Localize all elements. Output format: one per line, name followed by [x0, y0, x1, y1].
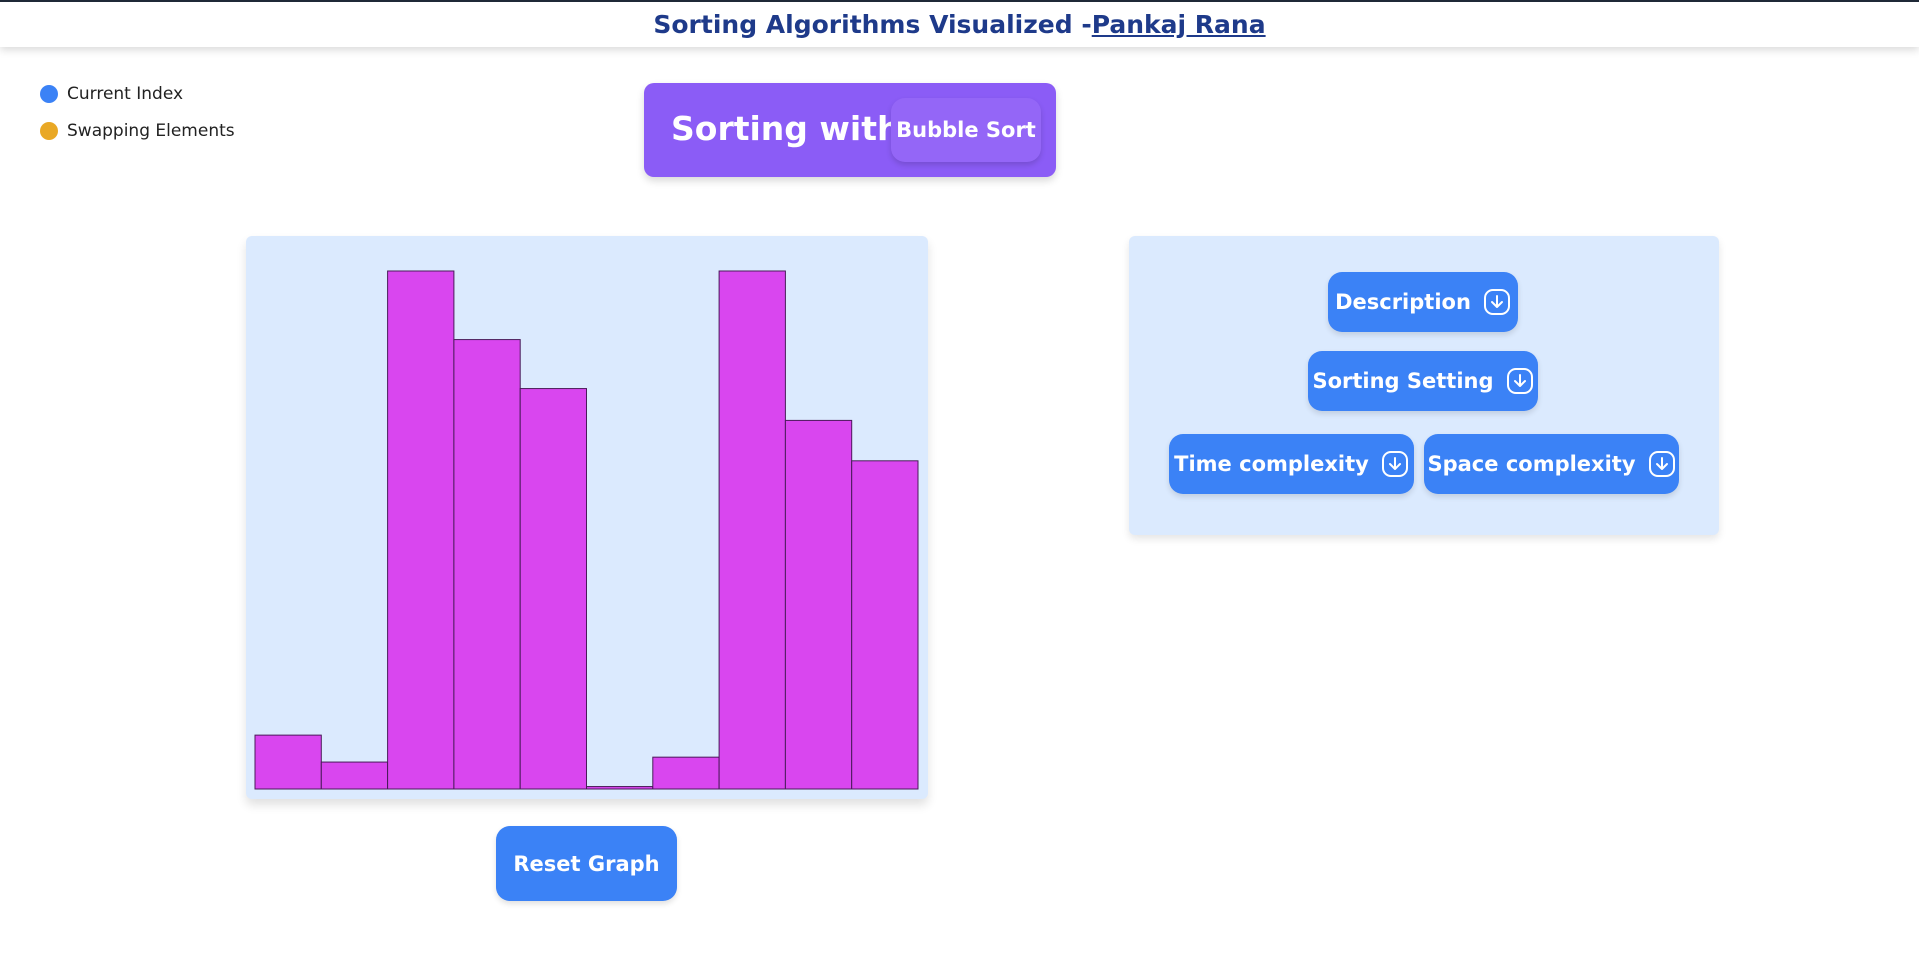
- arrow-icon: [1483, 289, 1510, 315]
- banner: Sorting with Bubble Sort: [644, 83, 1056, 177]
- panel-button[interactable]: Space complexity: [1424, 434, 1679, 494]
- author-link[interactable]: Pankaj Rana: [1091, 10, 1266, 39]
- panel-button-label: Space complexity: [1427, 452, 1636, 476]
- bars: [254, 270, 919, 790]
- info-panel: Description Sorting Setting Time complexit…: [1129, 236, 1719, 535]
- panel-button-label: Description: [1335, 290, 1471, 314]
- legend-label: Current Index: [67, 84, 184, 104]
- arrow-icon: [1381, 451, 1408, 477]
- bar: [387, 270, 455, 790]
- panel-button-label: Sorting Setting: [1312, 369, 1494, 393]
- header: Sorting Algorithms Visualized - Pankaj Ra…: [0, 0, 1919, 47]
- legend-item: Swapping Elements: [40, 121, 235, 141]
- banner-label: Sorting with: [671, 109, 901, 148]
- legend-dot: [40, 85, 58, 103]
- panel-button[interactable]: Sorting Setting: [1308, 351, 1538, 411]
- bar: [652, 756, 720, 790]
- bar-container: [246, 236, 928, 799]
- arrow-icon: [1506, 368, 1533, 394]
- reset-label: Reset Graph: [513, 851, 660, 876]
- bar: [254, 734, 322, 790]
- reset-button[interactable]: Reset Graph: [496, 826, 677, 901]
- panel-button-label: Time complexity: [1174, 452, 1369, 476]
- panel-button[interactable]: Description: [1328, 272, 1518, 332]
- title: Sorting Algorithms Visualized -: [653, 10, 1092, 39]
- bar: [718, 270, 786, 790]
- arrow-icon: [1648, 451, 1675, 477]
- panel-button[interactable]: Time complexity: [1169, 434, 1414, 494]
- bar: [320, 761, 389, 790]
- bar: [586, 786, 654, 790]
- legend-dot: [40, 122, 58, 140]
- bar: [851, 460, 919, 790]
- bar: [453, 339, 521, 790]
- bar: [784, 419, 853, 790]
- bar: [519, 388, 588, 790]
- legend-item: Current Index: [40, 84, 183, 104]
- algorithm-button[interactable]: Bubble Sort: [891, 98, 1041, 162]
- legend-label: Swapping Elements: [67, 121, 235, 141]
